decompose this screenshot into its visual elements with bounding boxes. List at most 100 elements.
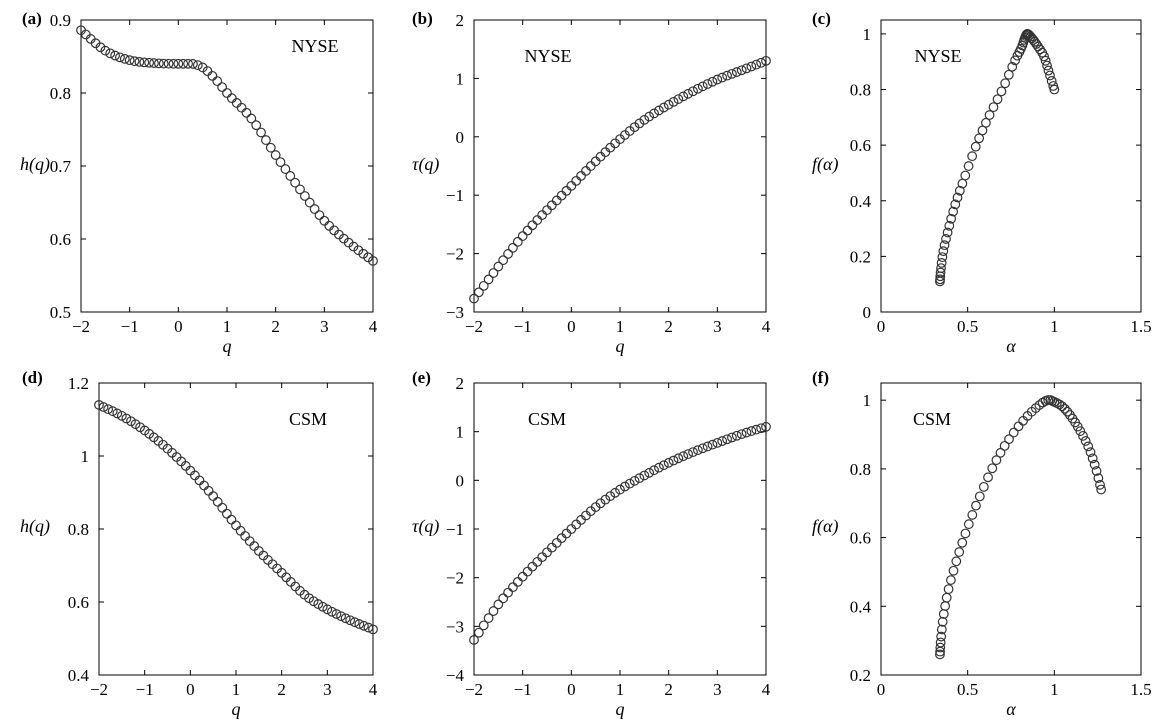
data-point: [168, 58, 179, 69]
data-point: [697, 81, 708, 92]
y-tick-label: 0.8: [50, 84, 71, 103]
data-point: [231, 98, 242, 108]
data-point: [251, 120, 262, 131]
y-tick-label: 2: [456, 11, 465, 30]
x-tick-label: 1: [223, 317, 232, 336]
data-point: [478, 620, 489, 631]
data-point: [221, 508, 232, 519]
data-point: [368, 624, 378, 635]
data-point: [231, 520, 241, 531]
data-point: [235, 525, 246, 536]
data-point: [967, 151, 978, 162]
panel-label: (d): [22, 368, 43, 387]
data-point: [199, 480, 209, 491]
data-point: [624, 478, 635, 489]
data-point: [938, 246, 949, 257]
y-tick-label: 1: [81, 447, 90, 466]
x-tick-label: 1: [1050, 317, 1059, 336]
data-point: [483, 274, 494, 285]
data-point: [736, 65, 747, 76]
y-tick-label: 0.6: [850, 529, 871, 548]
y-tick-label: 0.4: [850, 597, 872, 616]
x-tick-label: 1: [616, 680, 625, 699]
data-point: [935, 642, 946, 653]
data-point: [203, 485, 214, 496]
data-point: [1089, 459, 1100, 470]
data-point: [751, 59, 762, 70]
data-point: [1051, 398, 1062, 408]
data-point: [1062, 406, 1073, 417]
data-point: [363, 252, 374, 263]
data-point: [984, 110, 995, 120]
data-point: [469, 635, 479, 645]
y-tick-label: 0.4: [850, 192, 872, 211]
y-tick-label: 0.6: [50, 230, 71, 249]
data-point: [1059, 403, 1070, 414]
data-point: [112, 408, 123, 419]
data-point: [722, 70, 732, 81]
x-tick-label: 2: [277, 680, 286, 699]
data-point: [153, 58, 164, 69]
data-point: [556, 190, 567, 201]
data-point: [707, 76, 718, 87]
y-tick-label: −1: [446, 186, 464, 205]
x-tick-label: 0.5: [957, 680, 978, 699]
data-point: [619, 481, 630, 492]
data-point: [995, 447, 1006, 458]
x-tick-label: 0: [186, 680, 195, 699]
data-point: [941, 234, 951, 244]
data-point: [103, 404, 114, 415]
y-axis-label: τ(q): [412, 516, 439, 537]
data-point: [222, 88, 232, 98]
panel-e: −2 −1 0 1 2 3 4 −4 −3 −2 −1 0 1 2 q τ(q) (e) CSM: [412, 368, 771, 719]
x-tick-label: 4: [369, 317, 378, 336]
data-point: [324, 220, 335, 231]
x-tick-label: 2: [664, 317, 673, 336]
y-tick-label: 0.6: [850, 136, 871, 155]
data-point: [644, 467, 655, 478]
data-point: [761, 55, 771, 66]
data-point: [644, 111, 655, 122]
data-point: [937, 616, 948, 627]
data-point: [478, 280, 489, 291]
data-point: [469, 293, 479, 304]
data-point: [717, 72, 728, 83]
data-point: [950, 199, 961, 210]
data-point: [963, 519, 974, 530]
data-point: [1043, 65, 1054, 76]
data-point: [702, 79, 713, 89]
data-point: [189, 470, 200, 481]
data-point: [488, 606, 499, 616]
y-tick-label: 1: [863, 25, 872, 44]
data-point: [1003, 69, 1014, 80]
data-point: [654, 462, 664, 473]
y-tick-label: −3: [446, 617, 464, 636]
data-point: [1042, 60, 1052, 71]
data-point: [678, 451, 689, 462]
data-point: [1000, 78, 1011, 89]
data-point: [149, 58, 159, 68]
y-tick-label: 0.6: [68, 593, 89, 612]
x-tick-label: 1: [1050, 680, 1059, 699]
data-point: [178, 58, 189, 69]
data-point: [512, 236, 523, 247]
y-tick-label: 0.2: [850, 247, 871, 266]
data-point: [663, 99, 674, 110]
panel-c: 0 0.5 1 1.5 0 0.2 0.4 0.6 0.8 1 α f(α) (c) NYSE: [812, 9, 1152, 356]
data-point: [940, 601, 951, 611]
data-point: [129, 56, 140, 67]
y-tick-label: 1: [863, 391, 872, 410]
data-point: [1010, 55, 1020, 66]
data-point: [241, 107, 252, 118]
data-point: [285, 171, 296, 181]
x-tick-label: −2: [72, 317, 90, 336]
data-point: [1004, 434, 1014, 445]
data-point: [503, 587, 513, 598]
data-point: [358, 620, 369, 631]
data-point: [566, 524, 577, 534]
data-point: [605, 491, 616, 502]
data-point: [717, 436, 728, 446]
y-tick-label: 0: [456, 128, 465, 147]
data-point: [207, 70, 218, 81]
data-point: [95, 42, 106, 53]
